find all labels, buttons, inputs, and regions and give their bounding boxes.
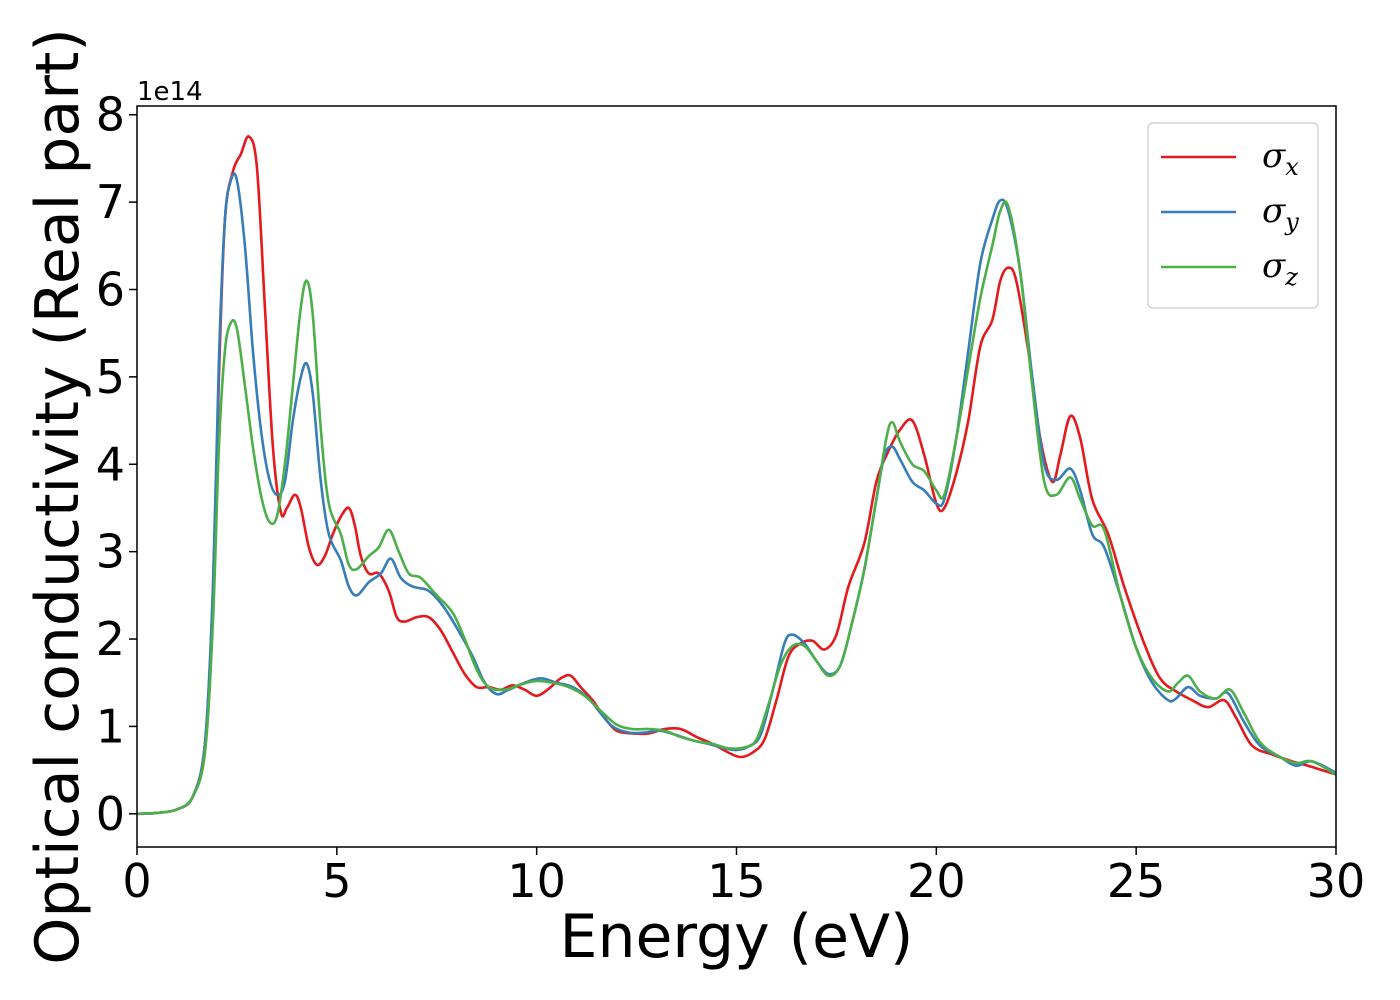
x-tick-label: 0 (122, 854, 151, 908)
x-tick-label: 25 (1107, 854, 1166, 908)
y-tick-label: 3 (96, 525, 125, 579)
y-tick-label: 1 (96, 699, 125, 753)
legend-subscript: z (1284, 263, 1298, 291)
series-line-z (137, 200, 1336, 816)
y-tick-label: 0 (96, 787, 125, 841)
legend-subscript: x (1285, 153, 1299, 181)
x-tick-label: 10 (507, 854, 566, 908)
y-axis-ticks: 0 1 2 3 4 5 6 7 8 (96, 88, 137, 841)
x-tick-label: 5 (322, 854, 351, 908)
x-axis-label: Energy (eV) (560, 902, 914, 972)
y-axis-label: Optical conductivity (Real part) (23, 28, 93, 965)
y-tick-label: 6 (96, 263, 125, 317)
legend-subscript: y (1284, 208, 1299, 236)
x-axis-ticks: 0 5 10 15 20 25 30 (122, 847, 1365, 908)
x-tick-label: 15 (707, 854, 766, 908)
x-tick-label: 20 (907, 854, 966, 908)
x-tick-label: 30 (1307, 854, 1366, 908)
y-axis-offset-label: 1e14 (137, 77, 203, 107)
y-tick-label: 2 (96, 612, 125, 666)
series-layer (137, 135, 1336, 816)
y-tick-label: 5 (96, 350, 125, 404)
y-tick-label: 8 (96, 88, 125, 142)
legend-frame (1147, 122, 1319, 309)
y-tick-label: 4 (96, 437, 125, 491)
y-tick-label: 7 (96, 175, 125, 229)
